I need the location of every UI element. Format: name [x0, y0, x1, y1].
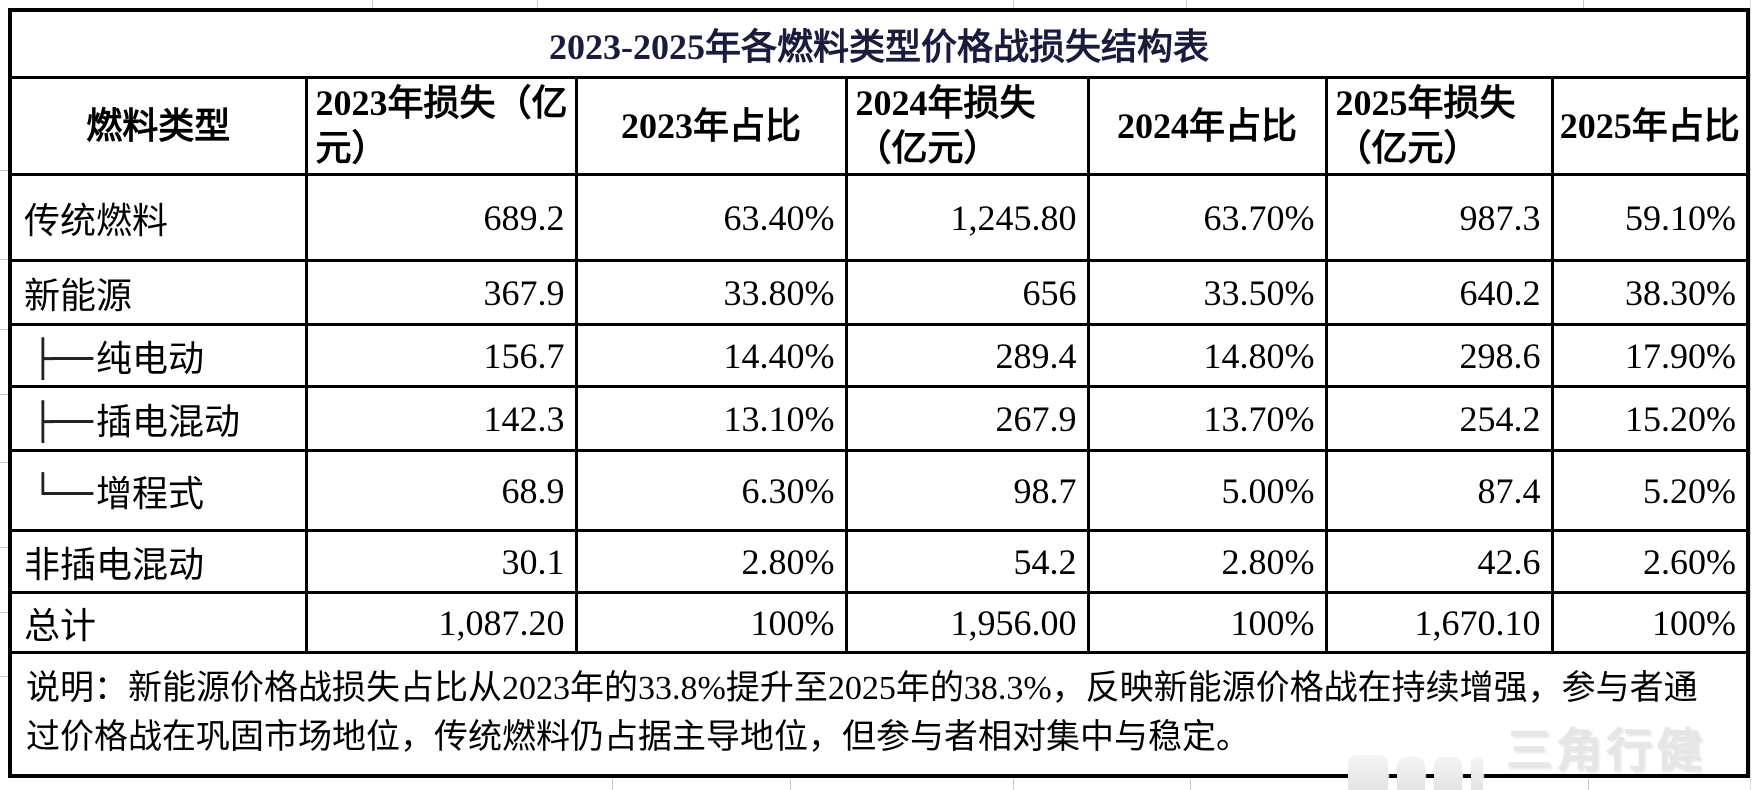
- row-label-text: 新能源: [24, 275, 133, 316]
- gridline-stub: [612, 779, 613, 790]
- value-cell: 38.30%: [1550, 259, 1750, 326]
- column-header-2023-loss: 2023年损失（亿 元）: [304, 76, 578, 176]
- gridline-stub: [1013, 0, 1014, 8]
- tree-branch-icon: ├──: [32, 401, 93, 443]
- row-label: 总计: [8, 591, 308, 654]
- value-cell: 54.2: [844, 529, 1090, 594]
- value-cell: 254.2: [1324, 385, 1554, 452]
- value-cell: 289.4: [844, 323, 1090, 388]
- value-cell: 63.40%: [574, 173, 848, 262]
- row-label-text: 总计: [24, 605, 97, 646]
- gridline-stub: [1750, 0, 1751, 790]
- value-cell: 42.6: [1324, 529, 1554, 594]
- column-header-2024-loss: 2024年损失 （亿元）: [844, 76, 1090, 176]
- row-label-text: 非插电混动: [24, 544, 205, 585]
- gridline-stub: [1186, 0, 1187, 8]
- column-header-2025-loss: 2025年损失 （亿元）: [1324, 76, 1554, 176]
- value-cell: 2.80%: [574, 529, 848, 594]
- gridline-stub: [1583, 0, 1584, 8]
- value-cell: 267.9: [844, 385, 1090, 452]
- row-label-text: 纯电动: [96, 338, 205, 379]
- value-cell: 156.7: [304, 323, 578, 388]
- gridline-stub: [790, 779, 791, 790]
- gridline-stub: [0, 462, 8, 463]
- value-cell: 656: [844, 259, 1090, 326]
- value-cell: 33.80%: [574, 259, 848, 326]
- gridline-stub: [1588, 779, 1589, 790]
- value-cell: 1,670.10: [1324, 591, 1554, 654]
- value-cell: 13.70%: [1086, 385, 1328, 452]
- row-label-text: 插电混动: [96, 401, 241, 442]
- gridline-stub: [1013, 779, 1014, 790]
- value-cell: 33.50%: [1086, 259, 1328, 326]
- table-row: 2023-2025年各燃料类型价格战损失结构表: [8, 8, 1750, 79]
- value-cell: 59.10%: [1550, 173, 1750, 262]
- gridline-stub: [1190, 779, 1191, 790]
- row-label: 新能源: [8, 259, 308, 326]
- gridline-stub: [0, 547, 8, 548]
- tree-branch-icon: ├──: [32, 338, 93, 380]
- value-cell: 2.80%: [1086, 529, 1328, 594]
- row-label: ├── 纯电动: [8, 323, 308, 388]
- table-row-traditional-fuel: 传统燃料 689.2 63.40% 1,245.80 63.70% 987.3 …: [8, 173, 1750, 262]
- value-cell: 1,087.20: [304, 591, 578, 654]
- table-row-bev: ├── 纯电动 156.7 14.40% 289.4 14.80% 298.6 1…: [8, 323, 1750, 388]
- table-footnote: 说明：新能源价格战损失占比从2023年的33.8%提升至2025年的38.3%，…: [8, 651, 1750, 778]
- column-header-2025-share: 2025年占比: [1550, 76, 1750, 176]
- value-cell: 100%: [574, 591, 848, 654]
- value-cell: 87.4: [1324, 449, 1554, 532]
- gridline-stub: [537, 0, 538, 8]
- value-cell: 14.80%: [1086, 323, 1328, 388]
- row-label: └── 增程式: [8, 449, 308, 532]
- price-war-loss-table: 2023-2025年各燃料类型价格战损失结构表 燃料类型 2023年损失（亿 元…: [8, 8, 1751, 778]
- value-cell: 100%: [1086, 591, 1328, 654]
- gridline-stub: [0, 394, 8, 395]
- value-cell: 30.1: [304, 529, 578, 594]
- value-cell: 63.70%: [1086, 173, 1328, 262]
- table-row-phev: ├── 插电混动 142.3 13.10% 267.9 13.70% 254.2 …: [8, 385, 1750, 452]
- value-cell: 5.00%: [1086, 449, 1328, 532]
- value-cell: 987.3: [1324, 173, 1554, 262]
- table-row-new-energy: 新能源 367.9 33.80% 656 33.50% 640.2 38.30%: [8, 259, 1750, 326]
- value-cell: 640.2: [1324, 259, 1554, 326]
- value-cell: 6.30%: [574, 449, 848, 532]
- value-cell: 14.40%: [574, 323, 848, 388]
- value-cell: 15.20%: [1550, 385, 1750, 452]
- row-label: 传统燃料: [8, 173, 308, 262]
- table-header-row: 燃料类型 2023年损失（亿 元） 2023年占比 2024年损失 （亿元） 2…: [8, 76, 1750, 176]
- value-cell: 68.9: [304, 449, 578, 532]
- row-label-text: 传统燃料: [24, 200, 169, 241]
- tree-branch-icon: └──: [32, 473, 93, 515]
- value-cell: 142.3: [304, 385, 578, 452]
- table-row-non-plugin-hybrid: 非插电混动 30.1 2.80% 54.2 2.80% 42.6 2.60%: [8, 529, 1750, 594]
- value-cell: 2.60%: [1550, 529, 1750, 594]
- value-cell: 13.10%: [574, 385, 848, 452]
- column-header-2023-share: 2023年占比: [574, 76, 848, 176]
- gridline-stub: [0, 259, 8, 260]
- column-header-2024-share: 2024年占比: [1086, 76, 1328, 176]
- value-cell: 100%: [1550, 591, 1750, 654]
- gridline-stub: [0, 676, 8, 677]
- gridline-stub: [0, 170, 8, 171]
- table-row-erev: └── 增程式 68.9 6.30% 98.7 5.00% 87.4 5.20%: [8, 449, 1750, 532]
- row-label-text: 增程式: [96, 473, 205, 514]
- value-cell: 17.90%: [1550, 323, 1750, 388]
- row-label: ├── 插电混动: [8, 385, 308, 452]
- column-header-fuel-type: 燃料类型: [8, 76, 308, 176]
- value-cell: 367.9: [304, 259, 578, 326]
- value-cell: 1,245.80: [844, 173, 1090, 262]
- gridline-stub: [372, 0, 373, 8]
- value-cell: 5.20%: [1550, 449, 1750, 532]
- table-title: 2023-2025年各燃料类型价格战损失结构表: [8, 8, 1750, 79]
- value-cell: 689.2: [304, 173, 578, 262]
- gridline-stub: [0, 329, 8, 330]
- table-row-total: 总计 1,087.20 100% 1,956.00 100% 1,670.10 …: [8, 591, 1750, 654]
- value-cell: 298.6: [1324, 323, 1554, 388]
- row-label: 非插电混动: [8, 529, 308, 594]
- value-cell: 98.7: [844, 449, 1090, 532]
- gridline-stub: [0, 612, 8, 613]
- table-row-footnote: 说明：新能源价格战损失占比从2023年的33.8%提升至2025年的38.3%，…: [8, 651, 1750, 778]
- value-cell: 1,956.00: [844, 591, 1090, 654]
